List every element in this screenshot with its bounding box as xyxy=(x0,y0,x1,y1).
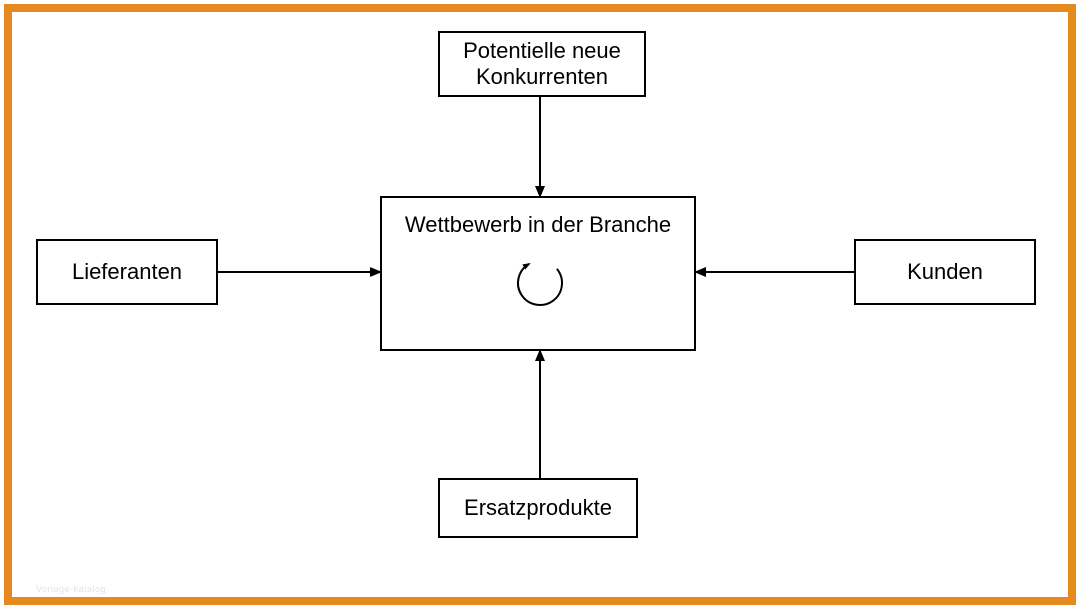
node-left: Lieferanten xyxy=(36,239,218,305)
node-right: Kunden xyxy=(854,239,1036,305)
node-right-label: Kunden xyxy=(907,259,983,285)
node-bottom-label: Ersatzprodukte xyxy=(464,495,612,521)
node-center-label: Wettbewerb in der Branche xyxy=(405,212,671,238)
watermark: Vorlage-katalog xyxy=(36,584,106,594)
node-bottom: Ersatzprodukte xyxy=(438,478,638,538)
node-center: Wettbewerb in der Branche xyxy=(380,196,696,351)
node-top-label: Potentielle neue Konkurrenten xyxy=(463,38,621,91)
node-top: Potentielle neue Konkurrenten xyxy=(438,31,646,97)
node-left-label: Lieferanten xyxy=(72,259,182,285)
